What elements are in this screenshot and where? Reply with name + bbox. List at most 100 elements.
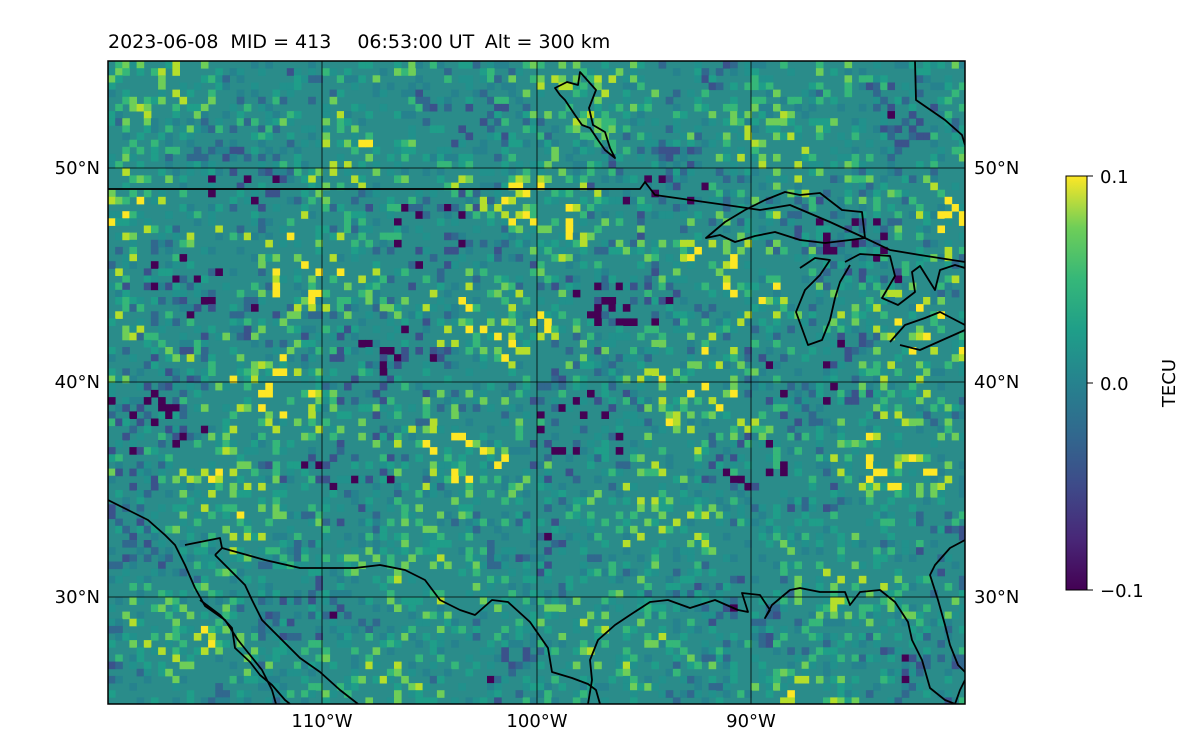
tec-cell [672, 604, 681, 612]
tec-cell [236, 118, 245, 126]
tec-cell [601, 440, 609, 448]
tec-cell [379, 204, 388, 212]
tec-cell [193, 125, 202, 133]
tec-cell [887, 540, 895, 548]
tec-cell [894, 647, 903, 655]
tec-cell [143, 125, 152, 133]
tec-cell [251, 282, 259, 291]
tec-cell [665, 454, 674, 462]
tec-cell [708, 118, 717, 126]
tec-cell [344, 382, 352, 391]
tec-cell [186, 432, 195, 441]
tec-cell [794, 468, 802, 477]
tec-cell [136, 518, 145, 527]
tec-cell [286, 597, 295, 605]
tec-cell [494, 697, 502, 704]
tec-cell [465, 204, 474, 212]
tec-cell [379, 640, 388, 648]
tec-cell [908, 518, 917, 527]
tec-cell [308, 289, 316, 298]
tec-cell [737, 440, 745, 448]
tec-cell [122, 96, 130, 105]
tec-cell [665, 311, 674, 319]
tec-cell [780, 683, 788, 691]
tec-cell [787, 218, 795, 226]
tec-cell [737, 132, 745, 141]
tec-cell [472, 625, 481, 634]
tec-cell [243, 332, 252, 341]
tec-cell [165, 146, 173, 155]
tec-cell [844, 475, 853, 484]
tec-cell [229, 504, 238, 512]
tec-cell [529, 597, 538, 605]
tec-cell [215, 146, 223, 155]
tec-cell [544, 568, 552, 577]
tec-cell [701, 561, 710, 570]
tec-cell [680, 132, 688, 141]
tec-cell [165, 425, 173, 434]
tec-cell [451, 89, 459, 98]
tec-cell [551, 254, 559, 262]
tec-cell [958, 397, 965, 405]
tec-cell [537, 675, 545, 684]
tec-cell [880, 75, 888, 83]
tec-cell [951, 61, 960, 69]
tec-cell [351, 332, 359, 341]
tec-cell [394, 568, 402, 577]
tec-cell [308, 504, 316, 512]
tec-cell [730, 554, 738, 562]
tec-cell [844, 683, 853, 691]
tec-cell [386, 204, 395, 212]
tec-cell [150, 532, 159, 541]
tec-cell [529, 125, 538, 133]
tec-cell [272, 690, 281, 698]
tec-cell [572, 361, 581, 369]
tec-cell [122, 347, 130, 355]
tec-cell [637, 532, 645, 541]
tec-cell [601, 275, 609, 284]
tec-cell [894, 268, 903, 276]
tec-cell [665, 375, 674, 384]
tec-cell [572, 497, 581, 505]
tec-cell [215, 225, 223, 234]
tec-cell [501, 575, 509, 584]
tec-cell [594, 475, 602, 484]
tec-cell [694, 161, 702, 169]
tec-cell [265, 103, 273, 112]
tec-cell [544, 561, 552, 570]
tec-cell [837, 575, 845, 584]
tec-cell [894, 411, 903, 419]
tec-cell [937, 289, 945, 298]
tec-cell [136, 404, 145, 412]
tec-cell [730, 518, 738, 527]
tec-cell [501, 497, 509, 505]
tec-cell [587, 168, 595, 176]
tec-cell [930, 132, 938, 141]
tec-cell [722, 289, 731, 298]
tec-cell [415, 640, 423, 648]
tec-cell [808, 204, 817, 212]
tec-cell [773, 683, 781, 691]
tec-cell [429, 289, 438, 298]
tec-cell [458, 75, 466, 83]
tec-cell [394, 411, 402, 419]
tec-cell [873, 482, 881, 491]
tec-cell [193, 211, 202, 219]
tec-cell [108, 547, 116, 555]
tec-cell [229, 196, 238, 205]
tec-cell [529, 204, 538, 212]
tec-cell [637, 75, 645, 83]
tec-cell [358, 675, 366, 684]
tec-cell [701, 547, 710, 555]
tec-cell [351, 575, 359, 584]
tec-cell [115, 440, 123, 448]
tec-cell [458, 161, 466, 169]
tec-cell [386, 554, 395, 562]
tec-cell [150, 297, 159, 305]
tec-cell [551, 189, 559, 198]
tec-cell [472, 204, 481, 212]
tec-cell [751, 146, 760, 155]
tec-cell [637, 218, 645, 226]
tec-cell [301, 389, 309, 398]
tec-cell [386, 361, 395, 369]
